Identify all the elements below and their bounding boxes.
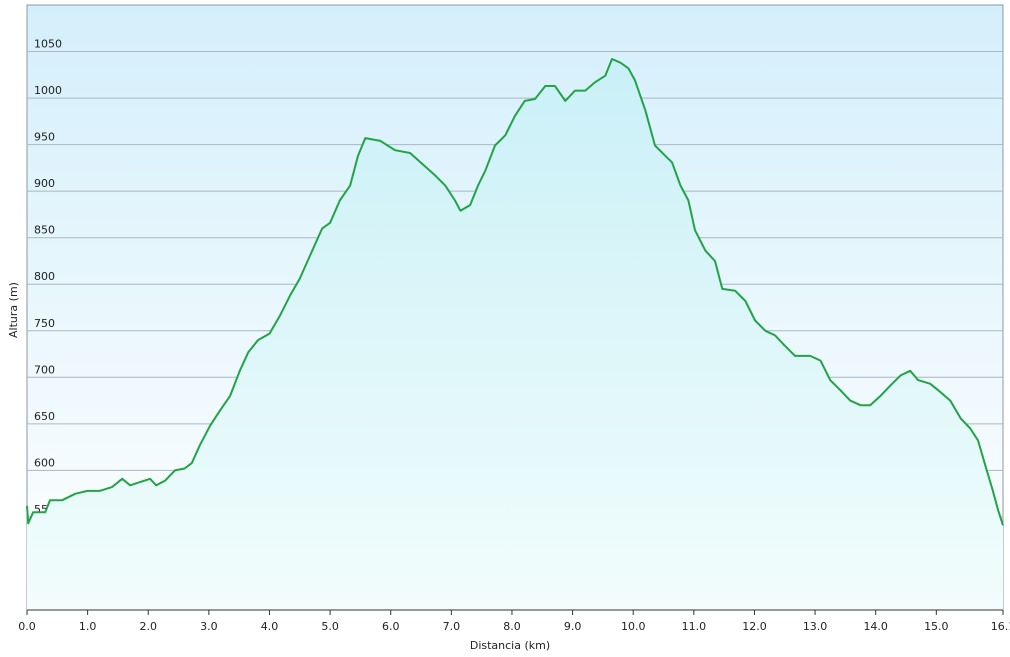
y-tick-label: 900 — [34, 177, 55, 190]
y-tick-label: 850 — [34, 224, 55, 237]
y-tick-label: 600 — [34, 456, 55, 469]
x-tick-label: 2.0 — [139, 620, 157, 633]
x-tick-label: 4.0 — [261, 620, 279, 633]
x-tick-label: 5.0 — [321, 620, 339, 633]
y-tick-label: 950 — [34, 131, 55, 144]
x-axis-title: Distancia (km) — [470, 639, 550, 652]
x-tick-label: 7.0 — [443, 620, 461, 633]
x-tick-label: 6.0 — [382, 620, 400, 633]
y-tick-label: 800 — [34, 270, 55, 283]
y-tick-label: 1000 — [34, 84, 62, 97]
x-tick-label: 10.0 — [621, 620, 646, 633]
x-tick-label: 16.1 — [991, 620, 1010, 633]
x-tick-label: 9.0 — [564, 620, 582, 633]
y-tick-label: 750 — [34, 317, 55, 330]
x-tick-label: 12.0 — [742, 620, 767, 633]
elevation-line — [26, 58, 1004, 526]
x-tick-label: 3.0 — [200, 620, 218, 633]
x-tick-label: 14.0 — [863, 620, 888, 633]
y-axis-title: Altura (m) — [7, 282, 20, 338]
x-tick-label: 0.0 — [18, 620, 36, 633]
x-tick-label: 13.0 — [803, 620, 828, 633]
x-tick-label: 8.0 — [503, 620, 521, 633]
x-tick-label: 1.0 — [79, 620, 97, 633]
y-tick-label: 650 — [34, 410, 55, 423]
y-tick-label: 700 — [34, 363, 55, 376]
x-tick-label: 15.0 — [924, 620, 949, 633]
y-tick-label: 1050 — [34, 38, 62, 51]
x-tick-label: 11.0 — [682, 620, 707, 633]
area-fill — [27, 59, 1003, 610]
